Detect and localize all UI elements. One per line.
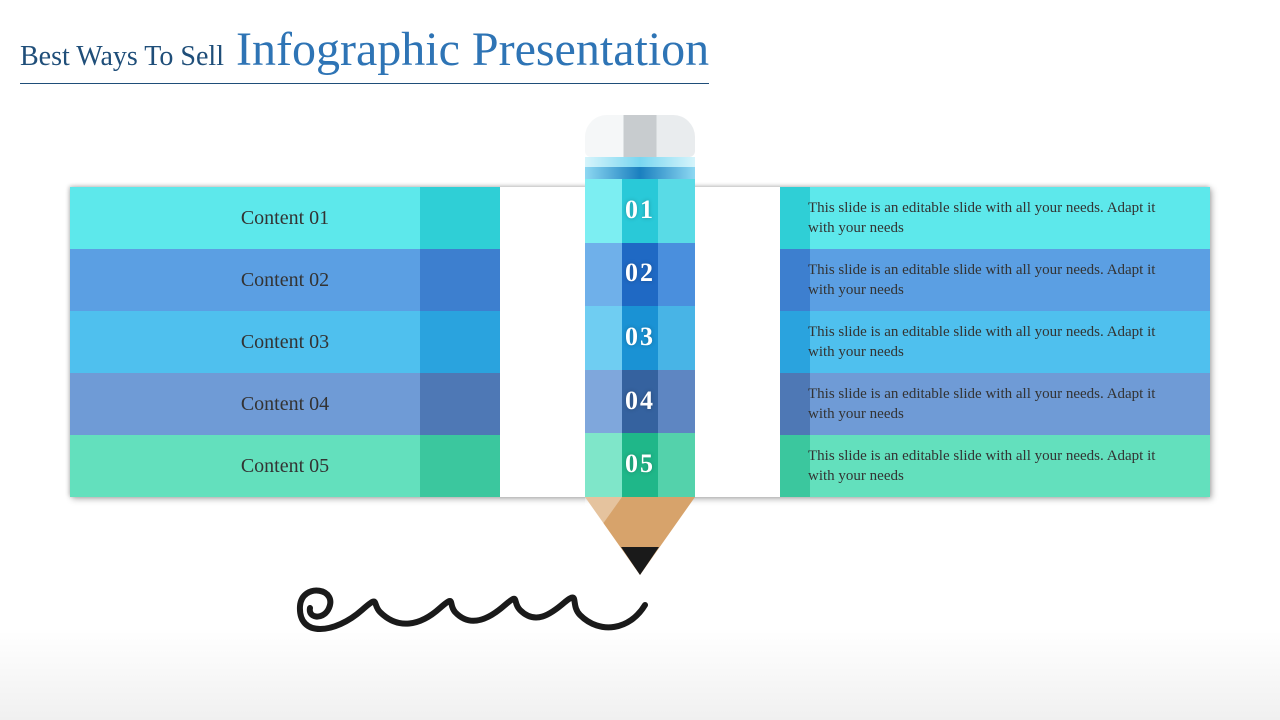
row-description: This slide is an editable slide with all… xyxy=(808,384,1182,425)
row-number: 03 xyxy=(560,322,720,352)
title-main: Infographic Presentation xyxy=(236,23,709,76)
row-description: This slide is an editable slide with all… xyxy=(808,198,1182,239)
pencil-ferrule-dark xyxy=(585,167,695,179)
row-description: This slide is an editable slide with all… xyxy=(808,322,1182,363)
row-left: Content 02 xyxy=(70,249,500,311)
slide-title: Best Ways To Sell Infographic Presentati… xyxy=(20,22,920,84)
row-number: 04 xyxy=(560,386,720,416)
row-label: Content 02 xyxy=(241,269,329,292)
pencil-ferrule-light xyxy=(585,157,695,167)
bottom-gradient xyxy=(0,630,1280,720)
row-left: Content 01 xyxy=(70,187,500,249)
pencil-eraser xyxy=(585,115,695,157)
row-label: Content 03 xyxy=(241,331,329,354)
row-label: Content 01 xyxy=(241,207,329,230)
row-right: This slide is an editable slide with all… xyxy=(780,435,1210,497)
row-right: This slide is an editable slide with all… xyxy=(780,311,1210,373)
row-label: Content 04 xyxy=(241,393,329,416)
row-number: 01 xyxy=(560,195,720,225)
pencil-graphic: 01 02 03 04 05 xyxy=(560,115,720,575)
row-right: This slide is an editable slide with all… xyxy=(780,373,1210,435)
row-left: Content 03 xyxy=(70,311,500,373)
row-label: Content 05 xyxy=(241,455,329,478)
row-number: 05 xyxy=(560,449,720,479)
row-number: 02 xyxy=(560,258,720,288)
row-left: Content 05 xyxy=(70,435,500,497)
row-description: This slide is an editable slide with all… xyxy=(808,446,1182,487)
row-left: Content 04 xyxy=(70,373,500,435)
row-right: This slide is an editable slide with all… xyxy=(780,187,1210,249)
row-right: This slide is an editable slide with all… xyxy=(780,249,1210,311)
title-prefix: Best Ways To Sell xyxy=(20,41,224,72)
row-description: This slide is an editable slide with all… xyxy=(808,260,1182,301)
